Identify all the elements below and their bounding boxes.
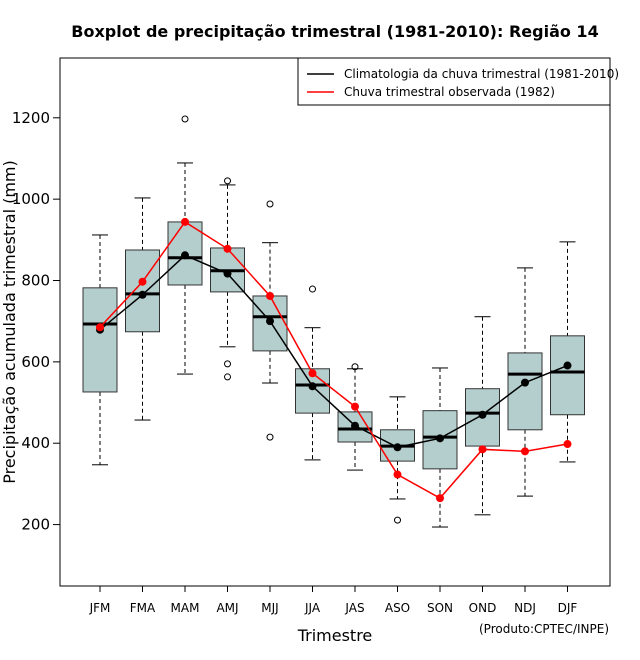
box-JAS	[337, 363, 373, 471]
outlier-point	[181, 115, 189, 123]
series-line	[99, 254, 568, 449]
data-point	[266, 291, 274, 300]
chart-title: Boxplot de precipitação trimestral (1981…	[71, 22, 598, 41]
y-axis: 200 400 600 800 1000 1200	[12, 109, 60, 534]
outlier-point	[394, 516, 401, 524]
x-tick-label: ASO	[385, 601, 410, 615]
y-tick-label: 200	[21, 516, 50, 534]
legend-label-climatology: Climatologia da chuva trimestral (1981-2…	[344, 67, 619, 81]
data-point	[181, 251, 189, 260]
outlier-point	[224, 360, 231, 368]
iqr-box	[550, 335, 585, 416]
data-point	[436, 494, 444, 503]
data-point	[96, 323, 104, 332]
x-tick-label: DJF	[558, 601, 578, 615]
box-SON	[422, 367, 458, 528]
data-point	[138, 277, 147, 286]
series-lines	[96, 217, 572, 503]
outlier-point	[224, 373, 231, 381]
x-axis: JFM FMA MAM AMJ MJJ JJA JAS ASO SON OND NDJ DJF	[89, 586, 578, 615]
series-line	[99, 220, 568, 500]
data-point	[478, 410, 487, 419]
series-climatology	[96, 251, 572, 452]
data-point	[138, 290, 147, 299]
data-point	[223, 269, 232, 278]
data-point	[563, 361, 572, 370]
outlier-point	[266, 433, 274, 441]
box-ASO	[380, 396, 415, 524]
box-MAM	[167, 115, 203, 375]
y-axis-label: Precipitação acumulada trimestral (mm)	[0, 160, 19, 484]
y-tick-label: 400	[21, 434, 50, 452]
legend: Climatologia da chuva trimestral (1981-2…	[297, 57, 619, 106]
y-tick-label: 600	[21, 353, 50, 371]
outlier-point	[351, 363, 359, 371]
x-tick-label: FMA	[130, 601, 156, 615]
outlier-point	[309, 285, 316, 293]
data-point	[266, 317, 274, 326]
legend-label-observed: Chuva trimestral observada (1982)	[344, 85, 555, 99]
x-tick-label: JFM	[89, 601, 111, 615]
x-tick-label: SON	[427, 601, 453, 615]
data-point	[308, 382, 317, 391]
boxes	[82, 115, 585, 528]
x-tick-label: OND	[469, 601, 497, 615]
data-point	[521, 378, 529, 387]
data-point	[181, 217, 189, 226]
x-tick-label: JAS	[344, 601, 364, 615]
caption: (Produto:CPTEC/INPE)	[479, 622, 609, 636]
box-FMA	[125, 197, 160, 421]
data-point	[521, 447, 529, 456]
box-DJF	[550, 241, 585, 463]
x-tick-label: AMJ	[216, 601, 238, 615]
box-JFM	[82, 234, 118, 466]
data-point	[223, 244, 232, 253]
data-point	[393, 470, 402, 479]
y-tick-label: 1000	[12, 190, 50, 208]
y-tick-label: 1200	[12, 109, 50, 127]
x-axis-label: Trimestre	[297, 626, 373, 645]
y-tick-label: 800	[21, 272, 50, 290]
data-point	[478, 445, 487, 454]
data-point	[563, 440, 572, 449]
x-tick-label: NDJ	[514, 601, 536, 615]
iqr-box	[82, 287, 118, 393]
box-AMJ	[210, 177, 245, 381]
x-tick-label: JJA	[304, 601, 321, 615]
data-point	[393, 443, 402, 452]
data-point	[436, 434, 444, 443]
data-point	[308, 369, 317, 378]
outlier-point	[224, 177, 231, 185]
x-tick-label: MJJ	[261, 601, 278, 615]
series-observed	[96, 217, 572, 503]
x-tick-label: MAM	[171, 601, 200, 615]
data-point	[351, 402, 359, 411]
outlier-point	[266, 200, 274, 208]
data-point	[351, 421, 359, 430]
